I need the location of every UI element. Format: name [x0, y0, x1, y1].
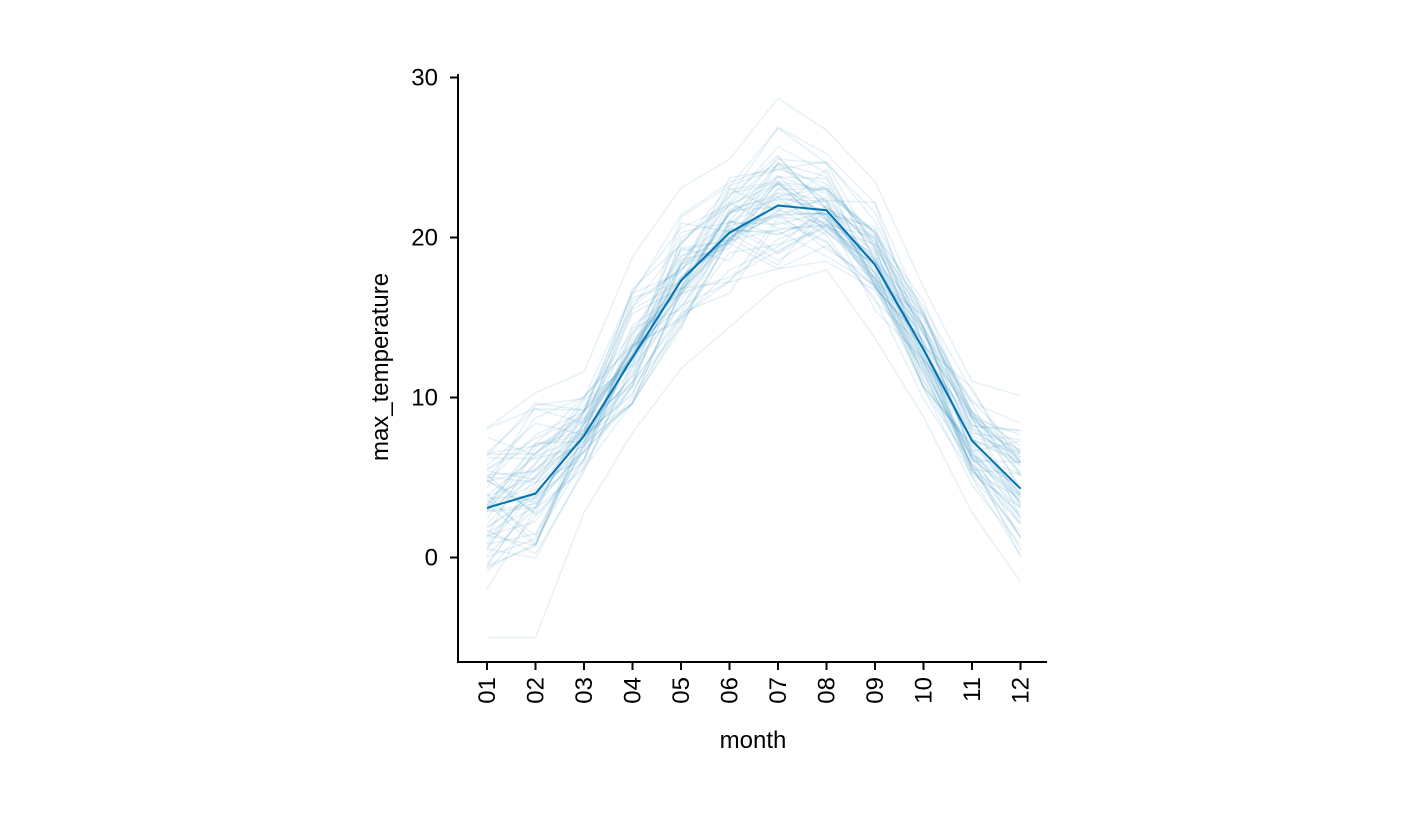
x-tick-label: 05 — [668, 677, 695, 704]
background-series-line — [486, 168, 1022, 464]
x-tick-label: 06 — [717, 677, 744, 704]
background-series-line — [486, 174, 1022, 496]
background-series-line — [486, 145, 1021, 504]
background-series-group — [486, 97, 1022, 639]
background-series-line — [486, 198, 1021, 499]
background-series-line — [486, 215, 1022, 567]
background-series-line — [486, 182, 1021, 511]
background-series-line — [486, 183, 1021, 457]
x-tick-label: 08 — [814, 677, 841, 704]
x-tick-label: 11 — [959, 677, 986, 702]
y-ticks-group: 0 10 20 30 — [411, 65, 458, 572]
background-series-line — [486, 212, 1022, 547]
y-axis-title: max_temperature — [367, 273, 394, 461]
background-series-line — [486, 223, 1021, 505]
y-tick-label: 0 — [425, 545, 438, 572]
background-series-line — [486, 196, 1021, 557]
background-series-line — [486, 176, 1021, 510]
background-series-line — [486, 181, 1022, 519]
background-series-line — [486, 230, 1022, 546]
background-series-line — [486, 192, 1021, 512]
background-series-line — [486, 218, 1021, 502]
background-series-line — [486, 175, 1022, 538]
background-series-line — [486, 161, 1022, 514]
background-series-line — [486, 187, 1022, 546]
background-series-line — [486, 201, 1021, 516]
axes-group — [457, 74, 1047, 663]
background-series-line — [486, 210, 1021, 513]
background-series-line — [486, 212, 1022, 480]
background-series-line — [486, 168, 1022, 498]
mean-series-line — [486, 204, 1022, 509]
background-series-line — [487, 268, 1022, 639]
background-series-line — [486, 183, 1021, 526]
background-series-line — [486, 223, 1022, 567]
mean-series-group — [486, 204, 1022, 509]
x-tick-label: 12 — [1008, 677, 1035, 704]
background-series-line — [486, 212, 1021, 497]
x-axis-title: month — [720, 727, 787, 754]
background-series-line — [486, 210, 1021, 511]
background-series-line — [486, 228, 1022, 545]
background-series-line — [486, 158, 1021, 488]
x-tick-label: 04 — [620, 677, 647, 704]
background-series-line — [486, 230, 1022, 555]
background-series-line — [486, 164, 1021, 456]
background-series-line — [486, 181, 1021, 470]
x-tick-label: 07 — [765, 677, 792, 704]
background-series-line — [486, 179, 1021, 548]
x-tick-label: 09 — [862, 677, 889, 704]
background-series-line — [486, 216, 1021, 569]
background-series-line — [486, 207, 1022, 537]
background-series-line — [486, 162, 1021, 511]
x-tick-label: 10 — [911, 677, 938, 704]
y-tick-label: 20 — [411, 225, 438, 252]
background-series-line — [486, 220, 1022, 573]
background-series-line — [486, 156, 1021, 505]
background-series-line — [486, 260, 1022, 590]
background-series-line — [486, 203, 1021, 545]
background-series-line — [486, 200, 1021, 455]
background-series-line — [486, 97, 1021, 429]
y-tick-label: 30 — [411, 65, 438, 92]
background-series-line — [486, 224, 1022, 559]
background-series-line — [486, 126, 1022, 477]
background-series-line — [486, 154, 1022, 466]
background-series-line — [486, 183, 1022, 529]
x-tick-label: 01 — [474, 677, 501, 704]
background-series-line — [486, 127, 1021, 471]
x-tick-label: 03 — [571, 677, 598, 704]
background-series-line — [486, 188, 1022, 512]
background-series-line — [486, 205, 1022, 547]
x-ticks-group: 01 02 03 04 05 06 07 08 09 10 11 12 — [474, 662, 1035, 704]
y-tick-label: 10 — [411, 385, 438, 412]
background-series-line — [486, 182, 1022, 507]
x-tick-label: 02 — [523, 677, 550, 704]
background-series-line — [486, 216, 1021, 558]
